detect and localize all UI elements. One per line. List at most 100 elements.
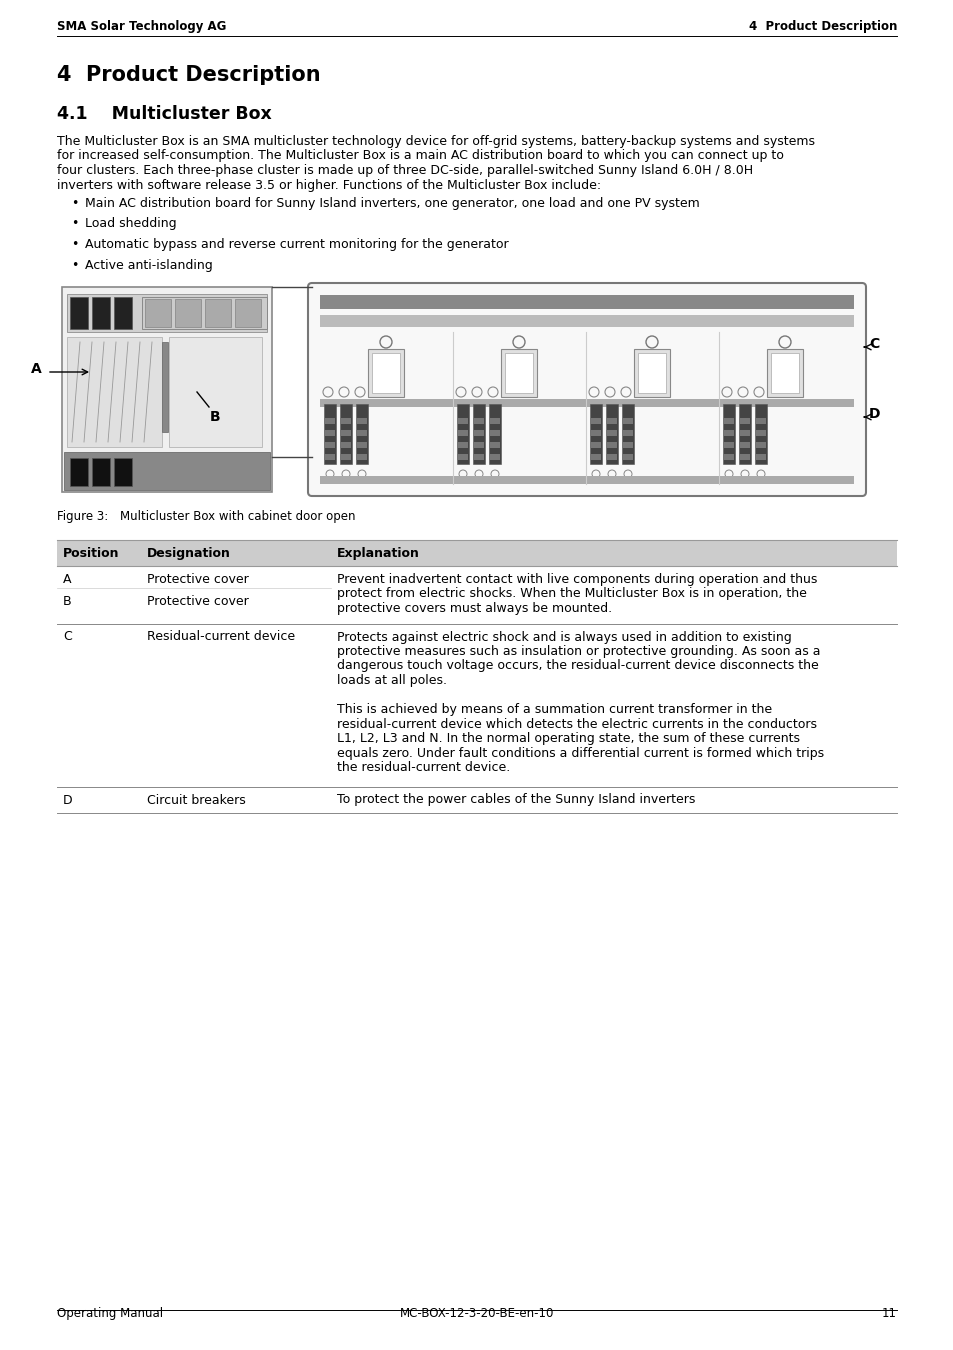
Bar bbox=[474, 431, 483, 436]
Bar bbox=[740, 431, 749, 436]
Bar bbox=[766, 350, 802, 397]
Bar bbox=[754, 404, 766, 464]
Bar bbox=[474, 454, 483, 460]
Text: Main AC distribution board for Sunny Island inverters, one generator, one load a: Main AC distribution board for Sunny Isl… bbox=[85, 197, 699, 211]
Bar bbox=[740, 441, 749, 448]
Bar bbox=[319, 315, 853, 327]
Bar bbox=[622, 454, 633, 460]
Text: Protective cover: Protective cover bbox=[147, 572, 249, 586]
Bar bbox=[622, 441, 633, 448]
Bar bbox=[606, 418, 617, 424]
Text: four clusters. Each three-phase cluster is made up of three DC-side, parallel-sw: four clusters. Each three-phase cluster … bbox=[57, 163, 752, 177]
Bar bbox=[755, 418, 765, 424]
Text: residual-current device which detects the electric currents in the conductors: residual-current device which detects th… bbox=[336, 717, 816, 730]
Bar bbox=[319, 477, 853, 485]
Text: To protect the power cables of the Sunny Island inverters: To protect the power cables of the Sunny… bbox=[336, 794, 695, 806]
Text: This is achieved by means of a summation current transformer in the: This is achieved by means of a summation… bbox=[336, 703, 771, 716]
Bar bbox=[490, 431, 499, 436]
Bar bbox=[70, 458, 88, 486]
Bar bbox=[755, 441, 765, 448]
Bar bbox=[490, 418, 499, 424]
Bar bbox=[638, 352, 665, 393]
Bar bbox=[755, 454, 765, 460]
Bar bbox=[723, 418, 733, 424]
Bar bbox=[473, 404, 484, 464]
Text: MC-BOX-12-3-20-BE-en-10: MC-BOX-12-3-20-BE-en-10 bbox=[399, 1307, 554, 1320]
Text: •: • bbox=[71, 258, 78, 271]
Bar bbox=[319, 400, 853, 406]
Text: Protects against electric shock and is always used in addition to existing: Protects against electric shock and is a… bbox=[336, 630, 791, 644]
Text: D: D bbox=[63, 794, 72, 806]
Bar bbox=[500, 350, 537, 397]
Bar bbox=[770, 352, 799, 393]
Text: protective measures such as insulation or protective grounding. As soon as a: protective measures such as insulation o… bbox=[336, 645, 820, 657]
Bar bbox=[368, 350, 403, 397]
Text: The Multicluster Box is an SMA multicluster technology device for off-grid syste: The Multicluster Box is an SMA multiclus… bbox=[57, 135, 814, 148]
Text: C: C bbox=[63, 630, 71, 644]
Bar bbox=[739, 404, 750, 464]
Text: Circuit breakers: Circuit breakers bbox=[147, 794, 246, 806]
Bar bbox=[755, 431, 765, 436]
Text: Residual-current device: Residual-current device bbox=[147, 630, 294, 644]
Text: A: A bbox=[63, 572, 71, 586]
Bar bbox=[723, 454, 733, 460]
Text: Designation: Designation bbox=[147, 547, 231, 560]
Bar bbox=[325, 418, 335, 424]
Bar bbox=[589, 404, 601, 464]
Bar bbox=[490, 441, 499, 448]
Bar bbox=[325, 431, 335, 436]
Bar bbox=[590, 441, 600, 448]
Bar bbox=[474, 441, 483, 448]
Bar bbox=[57, 787, 896, 813]
Bar bbox=[474, 418, 483, 424]
Text: D: D bbox=[868, 406, 880, 421]
Bar bbox=[356, 441, 367, 448]
Bar bbox=[162, 342, 168, 432]
Text: Position: Position bbox=[63, 547, 119, 560]
Bar bbox=[457, 441, 468, 448]
Text: protective covers must always be mounted.: protective covers must always be mounted… bbox=[336, 602, 612, 616]
Bar bbox=[723, 441, 733, 448]
Text: loads at all poles.: loads at all poles. bbox=[336, 674, 447, 687]
Bar bbox=[205, 298, 231, 327]
Bar bbox=[62, 288, 272, 491]
Bar bbox=[319, 296, 853, 309]
Bar bbox=[489, 404, 500, 464]
Bar bbox=[457, 418, 468, 424]
Text: 4  Product Description: 4 Product Description bbox=[57, 65, 320, 85]
Bar bbox=[355, 404, 368, 464]
Bar bbox=[356, 431, 367, 436]
Bar bbox=[325, 454, 335, 460]
Bar bbox=[634, 350, 669, 397]
Bar bbox=[457, 454, 468, 460]
Text: for increased self-consumption. The Multicluster Box is a main AC distribution b: for increased self-consumption. The Mult… bbox=[57, 150, 783, 162]
Bar bbox=[174, 298, 201, 327]
Bar bbox=[590, 418, 600, 424]
Text: 11: 11 bbox=[882, 1307, 896, 1320]
Bar bbox=[621, 404, 634, 464]
Bar bbox=[67, 338, 162, 447]
Bar bbox=[605, 404, 618, 464]
Bar bbox=[356, 418, 367, 424]
Bar bbox=[67, 294, 267, 332]
Bar bbox=[57, 624, 896, 787]
Bar bbox=[340, 418, 351, 424]
Bar bbox=[64, 452, 270, 490]
Text: 4.1    Multicluster Box: 4.1 Multicluster Box bbox=[57, 105, 272, 123]
Text: A: A bbox=[31, 362, 42, 377]
Bar bbox=[340, 454, 351, 460]
Bar bbox=[57, 566, 896, 624]
Bar bbox=[91, 458, 110, 486]
Bar bbox=[490, 454, 499, 460]
Text: protect from electric shocks. When the Multicluster Box is in operation, the: protect from electric shocks. When the M… bbox=[336, 587, 806, 601]
Text: dangerous touch voltage occurs, the residual-current device disconnects the: dangerous touch voltage occurs, the resi… bbox=[336, 660, 818, 672]
Text: SMA Solar Technology AG: SMA Solar Technology AG bbox=[57, 20, 226, 32]
Text: Operating Manual: Operating Manual bbox=[57, 1307, 163, 1320]
Bar bbox=[504, 352, 533, 393]
Text: Load shedding: Load shedding bbox=[85, 217, 176, 231]
FancyBboxPatch shape bbox=[308, 284, 865, 495]
Bar bbox=[234, 298, 261, 327]
Bar bbox=[113, 297, 132, 329]
Bar bbox=[457, 431, 468, 436]
Bar bbox=[740, 454, 749, 460]
